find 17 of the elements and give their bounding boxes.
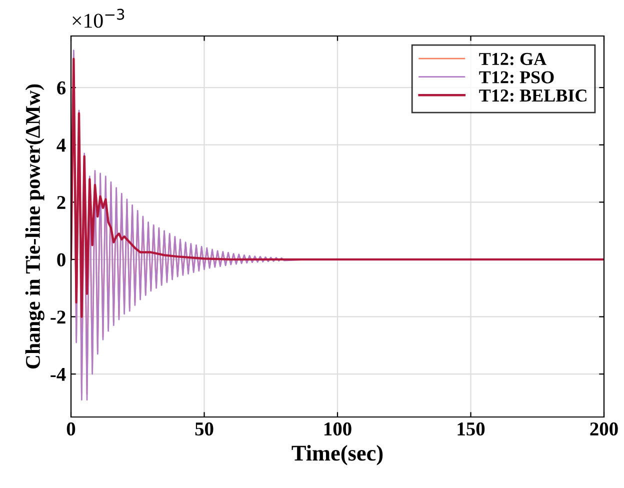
y-tick-label: 0: [57, 253, 66, 266]
y-tick-label: 2: [57, 196, 66, 209]
x-tick-label: 150: [458, 422, 485, 436]
legend-label: T12: GA: [479, 52, 546, 66]
y-tick-label: -4: [50, 368, 66, 381]
text: ×10$^{−3}$: [72, 8, 124, 28]
y-tick-label: -2: [50, 310, 66, 324]
x-tick-label: 50: [195, 422, 214, 436]
legend-label: T12: BELBIC: [479, 90, 586, 102]
x-tick-label: 0: [66, 422, 76, 436]
x-tick-label: 100: [324, 422, 352, 436]
y-tick-label: 6: [57, 81, 66, 94]
x-tick-label: 200: [590, 422, 618, 436]
y-axis-title: Change in Tie-line power(ΔMw): [25, 84, 44, 368]
legend-label: T12: PSO: [479, 71, 554, 84]
y-tick-label: 4: [56, 138, 66, 152]
x-axis-title: Time(sec): [292, 445, 383, 466]
